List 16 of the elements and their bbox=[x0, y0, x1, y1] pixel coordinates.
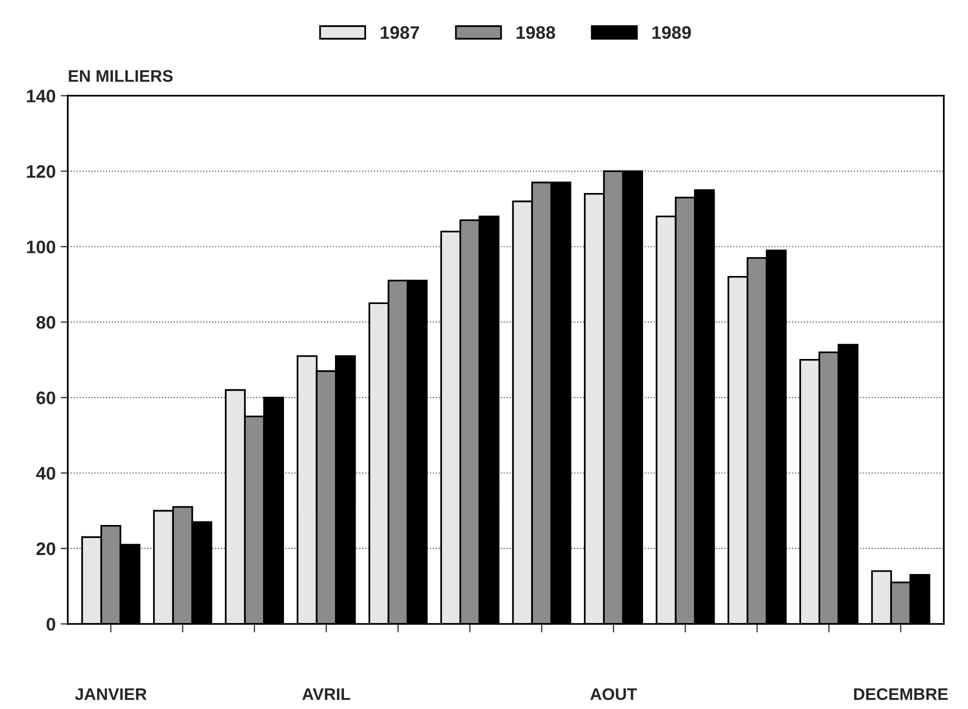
legend-label: 1989 bbox=[652, 26, 691, 39]
y-tick-label: 120 bbox=[26, 165, 56, 178]
y-tick-label: 0 bbox=[46, 618, 56, 631]
legend-label: 1988 bbox=[516, 26, 556, 39]
y-tick-label: 40 bbox=[36, 466, 56, 480]
y-tick-label: 100 bbox=[26, 240, 56, 254]
y-tick-label: 140 bbox=[26, 90, 56, 102]
y-tick-label: 60 bbox=[36, 391, 56, 404]
legend-label: 1987 bbox=[380, 26, 420, 39]
y-axis-title: EN MILLIERS bbox=[68, 70, 173, 82]
x-tick-label: AVRIL bbox=[302, 688, 350, 700]
y-tick-label: 80 bbox=[36, 316, 56, 329]
x-tick-label: AOUT bbox=[590, 688, 637, 700]
x-tick-label: JANVIER bbox=[74, 688, 147, 700]
y-tick-label: 20 bbox=[36, 542, 56, 556]
x-tick-label: DECEMBRE bbox=[854, 688, 948, 700]
